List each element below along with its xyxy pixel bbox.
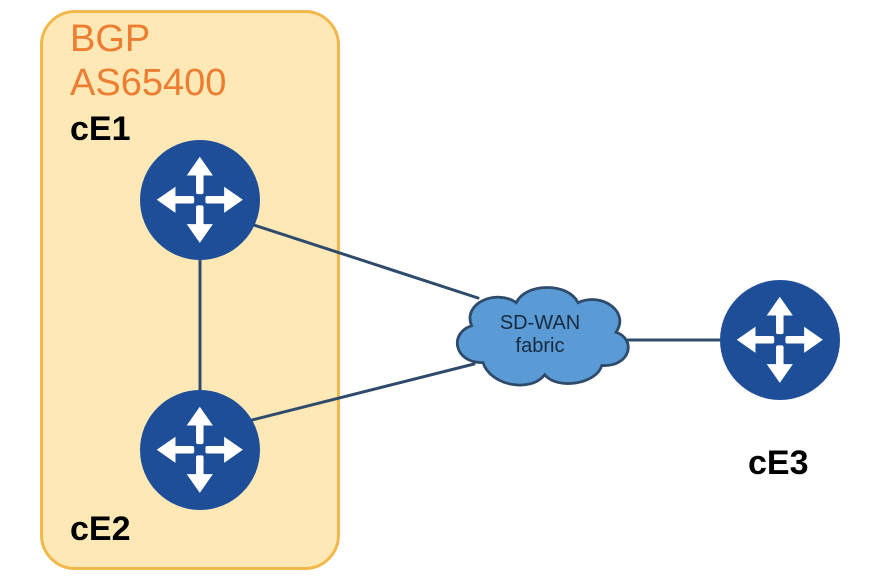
router-ce2	[140, 390, 260, 510]
cloud-label-line2: fabric	[500, 335, 580, 358]
router-ce1	[140, 140, 260, 260]
cloud-label: SD-WAN fabric	[500, 312, 580, 358]
router-arrows-icon	[153, 153, 247, 247]
cloud-label-line1: SD-WAN	[500, 312, 580, 335]
ce2-label: cE2	[70, 510, 131, 549]
ce3-label: cE3	[748, 444, 809, 483]
router-arrows-icon	[733, 293, 827, 387]
ce1-label: cE1	[70, 110, 131, 149]
router-ce3	[720, 280, 840, 400]
asnum-label: AS65400	[70, 62, 226, 105]
router-arrows-icon	[153, 403, 247, 497]
sdwan-cloud: SD-WAN fabric	[445, 275, 635, 395]
bgp-label: BGP	[70, 18, 150, 61]
